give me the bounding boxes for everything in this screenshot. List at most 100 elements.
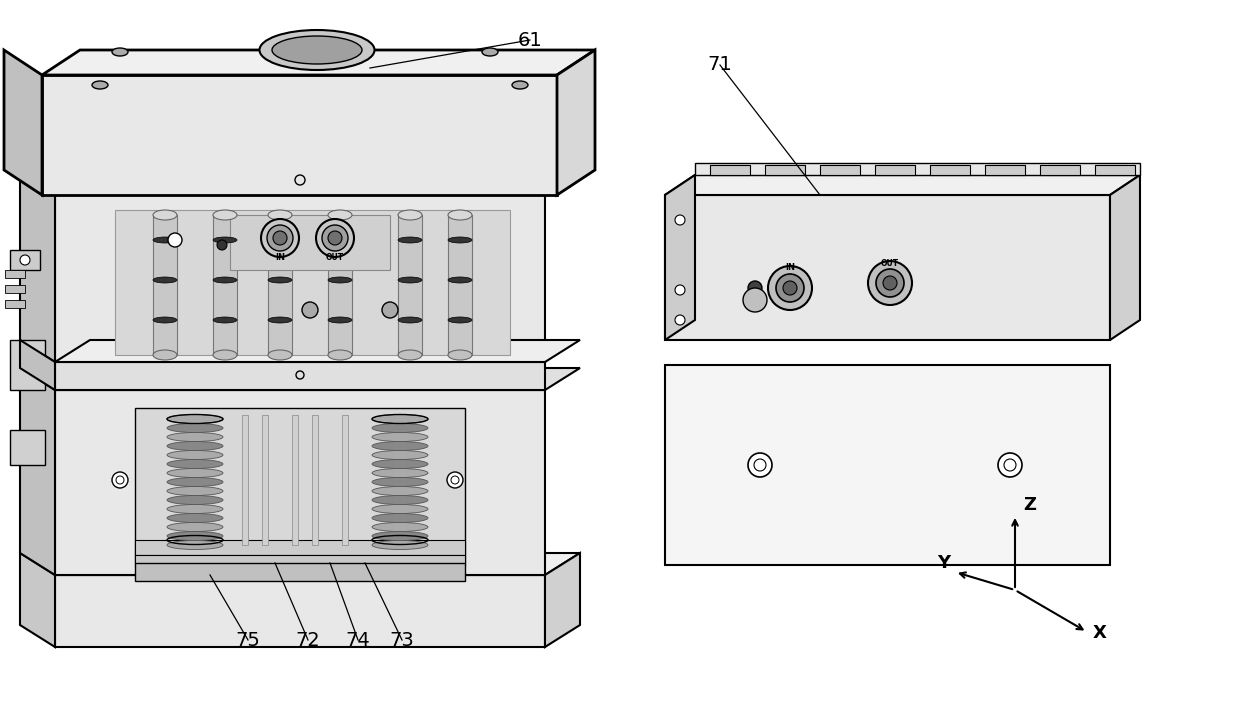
Ellipse shape [213,317,237,323]
Ellipse shape [448,317,472,323]
Bar [291,415,298,545]
Bar [229,215,391,270]
Ellipse shape [167,522,223,531]
Bar [42,75,557,195]
Circle shape [446,472,463,488]
Ellipse shape [329,277,352,283]
Polygon shape [20,368,55,575]
Ellipse shape [398,210,422,220]
Ellipse shape [167,505,223,513]
Circle shape [782,281,797,295]
Text: X: X [1092,624,1107,642]
Polygon shape [4,50,42,195]
Ellipse shape [268,350,291,360]
Ellipse shape [372,468,428,477]
Ellipse shape [372,477,428,486]
Circle shape [748,453,773,477]
Circle shape [322,225,348,251]
Bar [5,300,25,308]
Circle shape [303,302,317,318]
Ellipse shape [448,350,472,360]
Polygon shape [55,173,580,195]
Circle shape [883,276,897,290]
Ellipse shape [372,414,428,423]
Ellipse shape [167,423,223,432]
Circle shape [868,261,911,305]
Ellipse shape [372,460,428,468]
Circle shape [117,476,124,484]
Bar [242,415,248,545]
Polygon shape [20,173,55,362]
Ellipse shape [329,237,352,243]
Bar [135,540,465,555]
Polygon shape [875,165,915,175]
Ellipse shape [372,451,428,460]
Bar [342,415,348,545]
Bar [55,362,546,390]
Circle shape [167,233,182,247]
Text: OUT: OUT [880,258,899,267]
Text: IN: IN [785,263,795,272]
Ellipse shape [167,468,223,477]
Circle shape [675,315,684,325]
Bar [448,215,472,355]
Ellipse shape [372,486,428,496]
Ellipse shape [213,237,237,243]
Bar [665,365,1110,565]
Ellipse shape [268,277,291,283]
Ellipse shape [268,237,291,243]
Text: 73: 73 [389,630,414,649]
Polygon shape [20,340,55,390]
Circle shape [998,453,1022,477]
Ellipse shape [213,277,237,283]
Ellipse shape [167,513,223,522]
Ellipse shape [372,432,428,442]
Bar [10,250,40,270]
Text: 61: 61 [517,30,542,50]
Text: Z: Z [1023,496,1035,514]
Ellipse shape [329,350,352,360]
Bar [329,215,352,355]
Bar [55,195,546,362]
Ellipse shape [398,350,422,360]
Ellipse shape [167,460,223,468]
Bar [262,415,268,545]
Ellipse shape [167,442,223,451]
Ellipse shape [372,423,428,432]
Ellipse shape [153,277,177,283]
Polygon shape [765,165,805,175]
Ellipse shape [372,522,428,531]
Ellipse shape [448,237,472,243]
Bar [312,415,317,545]
Bar [213,215,237,355]
Polygon shape [930,165,970,175]
Circle shape [316,219,353,257]
Circle shape [260,219,299,257]
Ellipse shape [372,541,428,550]
Ellipse shape [372,531,428,541]
Polygon shape [694,163,1140,175]
Circle shape [20,255,30,265]
Polygon shape [42,50,595,75]
Bar [398,215,422,355]
Ellipse shape [448,210,472,220]
Ellipse shape [213,210,237,220]
Bar [135,408,465,563]
Bar [153,215,177,355]
Bar [55,390,546,575]
Circle shape [748,281,763,295]
Ellipse shape [153,237,177,243]
Polygon shape [55,553,580,575]
Ellipse shape [372,496,428,505]
Bar [10,430,45,465]
Ellipse shape [268,317,291,323]
Ellipse shape [398,237,422,243]
Polygon shape [546,553,580,647]
Polygon shape [557,50,595,195]
Circle shape [451,476,459,484]
Ellipse shape [167,432,223,442]
Bar [135,563,465,581]
Ellipse shape [372,442,428,451]
Circle shape [675,285,684,295]
Polygon shape [1095,165,1135,175]
